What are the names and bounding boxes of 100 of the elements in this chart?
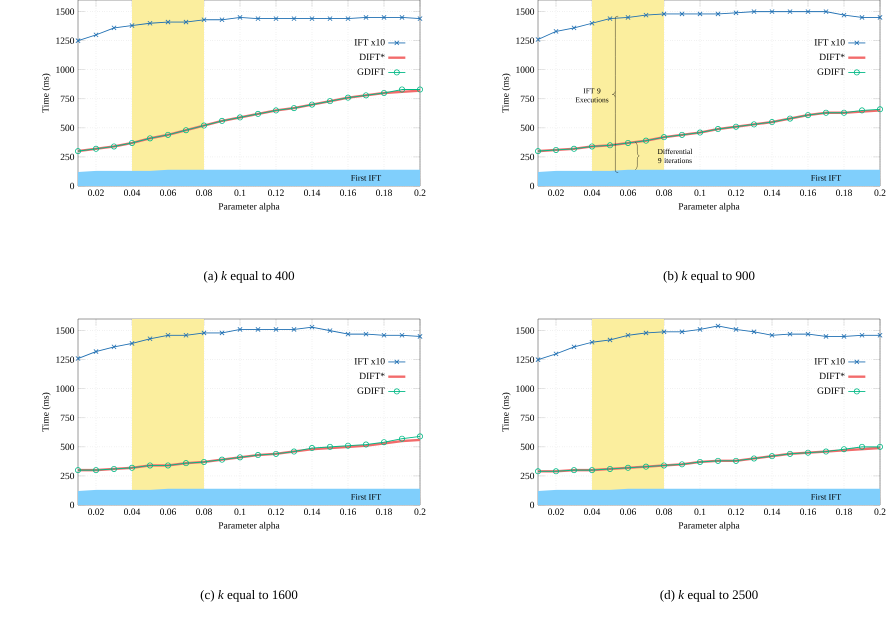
y-tick-label: 1250 [56, 356, 74, 363]
x-tick-label: 0.2 [414, 508, 426, 515]
point [255, 16, 261, 22]
x-tick-label: 0.04 [584, 508, 600, 515]
point [111, 466, 117, 472]
point [147, 20, 153, 26]
x-tick-label: 0.14 [304, 190, 320, 196]
x-tick-label: 0.06 [620, 190, 636, 196]
point [679, 11, 685, 16]
point [219, 118, 226, 124]
point [291, 326, 297, 332]
point [273, 16, 279, 22]
legend-label: DIFT* [359, 54, 385, 60]
point [201, 122, 207, 129]
point [823, 334, 829, 339]
x-tick-label: 0.14 [304, 508, 320, 515]
point [183, 20, 189, 25]
x-tick-label: 0.16 [340, 190, 356, 196]
point [553, 28, 559, 34]
point [237, 326, 243, 332]
y-tick-label: 1250 [516, 37, 534, 44]
point [607, 16, 613, 22]
series-label: First IFT [351, 494, 382, 500]
point [661, 329, 667, 334]
point [381, 90, 387, 96]
x-tick-label: 0.12 [728, 508, 744, 515]
y-tick-label: 1500 [56, 8, 74, 15]
point [309, 445, 316, 452]
x-tick-label: 0.06 [160, 508, 176, 515]
point [625, 332, 631, 338]
y-tick-label: 500 [60, 124, 74, 132]
point [733, 10, 739, 16]
point [237, 14, 243, 20]
y-tick-label: 1000 [56, 66, 74, 73]
point [165, 332, 171, 338]
y-tick-label: 0 [530, 502, 534, 508]
y-tick-label: 0 [530, 182, 534, 190]
point [219, 330, 225, 336]
point [715, 11, 721, 16]
x-tick-label: 0.14 [764, 508, 780, 515]
x-tick-label: 0.12 [728, 190, 744, 196]
point [399, 86, 405, 93]
point [129, 140, 136, 146]
point [733, 458, 740, 464]
point [345, 332, 351, 337]
y-tick-label: 1000 [56, 386, 74, 392]
point [823, 110, 830, 116]
point [625, 14, 631, 20]
text: (b) k equal to 900 [664, 270, 754, 283]
point [183, 332, 189, 338]
point [399, 14, 405, 20]
y-tick-label: 1000 [516, 386, 534, 392]
point [625, 464, 632, 471]
point [751, 9, 757, 14]
point [399, 332, 405, 338]
point [805, 332, 811, 337]
point [805, 9, 811, 14]
y-tick-label: 500 [520, 124, 534, 132]
point [643, 330, 649, 336]
text: (a) k equal to 400 [204, 270, 294, 283]
point [733, 124, 740, 130]
point [697, 458, 704, 465]
point [201, 17, 207, 22]
point [381, 439, 387, 446]
point [363, 332, 369, 337]
point [553, 146, 560, 153]
point [715, 458, 722, 464]
point [183, 460, 189, 466]
y-tick-label: 1000 [516, 66, 534, 73]
point [309, 16, 315, 22]
point [129, 464, 136, 471]
point [841, 110, 848, 116]
x-tick-label: 0.1 [234, 508, 246, 515]
y-axis-title: Time (ms) [42, 74, 51, 113]
point [571, 25, 577, 30]
x-tick-label: 0.02 [548, 508, 564, 515]
point [291, 448, 297, 455]
x-tick-label: 0.2 [874, 190, 886, 196]
point [291, 16, 297, 22]
legend-label: DIFT* [819, 372, 845, 380]
point [93, 146, 99, 152]
point [733, 326, 739, 332]
point [607, 142, 614, 148]
point [201, 458, 207, 465]
legend-label: DIFT* [359, 372, 385, 380]
point [589, 467, 596, 474]
point [237, 114, 244, 120]
y-tick-label: 0 [70, 502, 74, 508]
series-label: First IFT [811, 175, 842, 181]
y-tick-label: 250 [60, 472, 74, 480]
point [363, 14, 369, 20]
point [769, 453, 776, 460]
x-tick-label: 0.1 [234, 190, 246, 196]
x-tick-label: 0.18 [836, 508, 852, 515]
point [787, 332, 793, 337]
text: (c) k equal to 1600 [200, 590, 298, 602]
point [273, 326, 279, 332]
point [805, 450, 812, 456]
point [147, 135, 154, 142]
y-tick-label: 750 [520, 96, 534, 102]
